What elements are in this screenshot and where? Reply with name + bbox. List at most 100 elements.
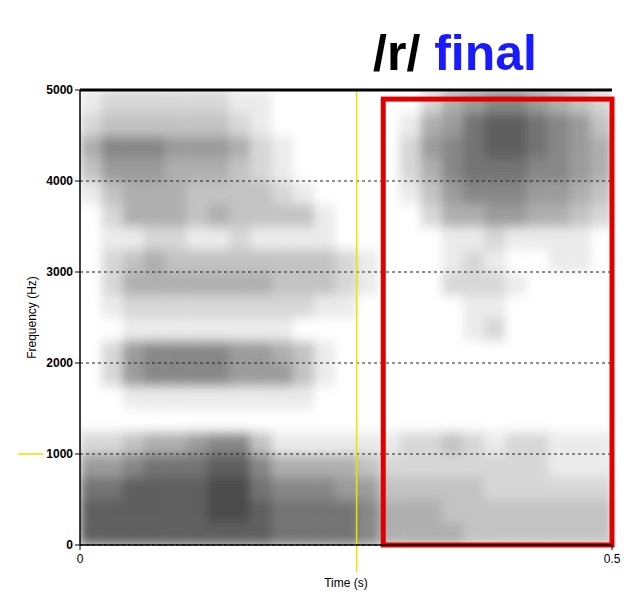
cell — [165, 454, 187, 477]
cell — [506, 386, 528, 409]
cell — [250, 477, 272, 500]
cell — [80, 295, 102, 318]
cell — [591, 318, 612, 341]
cell — [463, 136, 485, 159]
y-tick-label: 4000 — [46, 174, 73, 188]
cell — [293, 318, 315, 341]
cell — [527, 522, 549, 545]
cell — [335, 249, 357, 272]
cell — [186, 249, 208, 272]
cell — [569, 522, 591, 545]
cell — [186, 90, 208, 113]
cell — [548, 318, 570, 341]
cell — [165, 522, 187, 545]
cell — [272, 272, 294, 295]
cell — [186, 227, 208, 250]
cell — [463, 272, 485, 295]
cell — [420, 409, 442, 432]
cell — [144, 295, 166, 318]
cell — [229, 340, 251, 363]
cell — [123, 500, 145, 523]
cell — [591, 249, 612, 272]
cell — [123, 318, 145, 341]
cell — [186, 500, 208, 523]
cell — [399, 227, 421, 250]
cell — [229, 454, 251, 477]
cell — [80, 181, 102, 204]
cell — [293, 272, 315, 295]
cell — [527, 318, 549, 341]
cell — [399, 90, 421, 113]
cell — [144, 227, 166, 250]
title: /r/ final — [373, 25, 537, 81]
cell — [208, 386, 230, 409]
cell — [399, 181, 421, 204]
cell — [186, 386, 208, 409]
cell — [165, 409, 187, 432]
cell — [591, 386, 612, 409]
cell — [442, 204, 464, 227]
cell — [548, 158, 570, 181]
cell — [357, 90, 379, 113]
cell — [229, 318, 251, 341]
cell — [335, 204, 357, 227]
cell — [399, 386, 421, 409]
cell — [357, 477, 379, 500]
x-tick — [80, 545, 81, 550]
cell — [463, 158, 485, 181]
cell — [335, 227, 357, 250]
cell — [314, 272, 336, 295]
cell — [123, 522, 145, 545]
cell — [420, 295, 442, 318]
cell — [527, 249, 549, 272]
cell — [208, 454, 230, 477]
cell — [186, 158, 208, 181]
cell — [548, 409, 570, 432]
cell — [293, 340, 315, 363]
cell — [463, 477, 485, 500]
cell — [144, 363, 166, 386]
cell — [101, 295, 123, 318]
cell — [442, 90, 464, 113]
cell — [229, 477, 251, 500]
cell — [229, 136, 251, 159]
cell — [272, 295, 294, 318]
cell — [165, 340, 187, 363]
y-tick-label: 3000 — [46, 265, 73, 279]
cell — [314, 363, 336, 386]
cell — [420, 113, 442, 136]
cell — [186, 272, 208, 295]
cell — [357, 386, 379, 409]
cell — [123, 272, 145, 295]
cell — [484, 181, 506, 204]
cell — [591, 522, 612, 545]
cell — [250, 454, 272, 477]
cell — [357, 409, 379, 432]
cell — [165, 295, 187, 318]
x-tick — [612, 545, 613, 550]
cell — [484, 318, 506, 341]
cell — [399, 272, 421, 295]
cell — [484, 136, 506, 159]
cell — [399, 431, 421, 454]
cell — [101, 181, 123, 204]
cell — [527, 454, 549, 477]
cell — [80, 431, 102, 454]
cell — [484, 90, 506, 113]
cell — [527, 272, 549, 295]
cell — [420, 318, 442, 341]
cell — [272, 181, 294, 204]
cursor-horizontal — [18, 453, 43, 455]
cell — [463, 249, 485, 272]
cell — [463, 454, 485, 477]
cell — [229, 431, 251, 454]
cell — [314, 181, 336, 204]
cell — [293, 113, 315, 136]
cell — [569, 181, 591, 204]
cell — [293, 158, 315, 181]
cell — [80, 409, 102, 432]
cell — [101, 409, 123, 432]
cell — [399, 158, 421, 181]
frame-top — [80, 89, 612, 92]
cell — [399, 500, 421, 523]
